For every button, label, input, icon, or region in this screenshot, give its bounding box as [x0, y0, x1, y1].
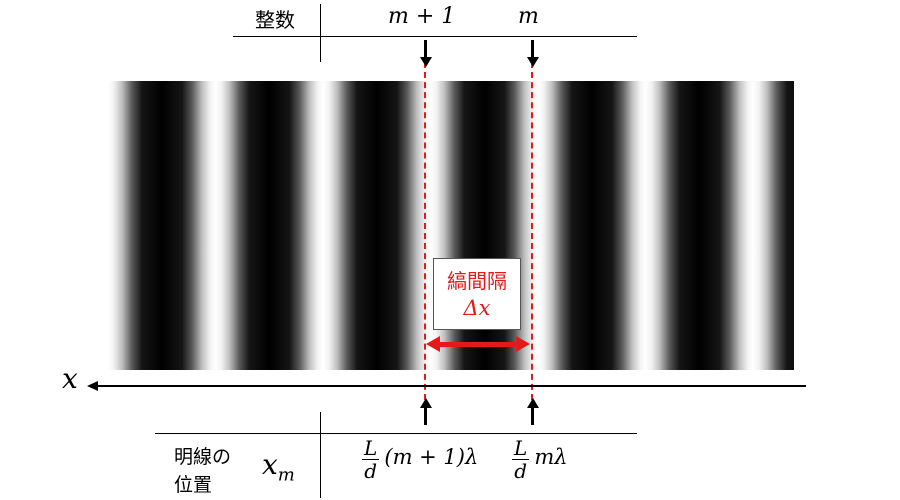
spacing-arrow-left-icon [426, 336, 440, 352]
bottom-table-horizontal-rule [155, 433, 637, 434]
top-table-vertical-rule [320, 4, 321, 62]
up-arrow-m-icon [526, 398, 539, 408]
formula-tail: mλ [534, 445, 568, 469]
fraction-numerator: L [364, 436, 378, 460]
symbol-subscript: m [277, 464, 295, 486]
down-arrow-m-shaft [531, 40, 534, 58]
fringe-spacing-symbol: Δx [463, 296, 491, 320]
spacing-double-arrow-shaft [436, 342, 518, 347]
position-m-plus-1-formula: L d (m + 1)λ [362, 437, 478, 482]
bright-line-m-marker [531, 62, 533, 410]
l-over-d-fraction: L d [362, 436, 380, 483]
x-axis-arrow-icon [87, 381, 98, 391]
x-axis-label: x [62, 362, 78, 395]
bright-line-position-row-label: 明線の 位置 [174, 443, 254, 499]
fraction-denominator: d [362, 459, 380, 483]
order-m-label: m [518, 4, 539, 29]
down-arrow-m-plus-1-icon [419, 57, 432, 67]
order-m-plus-1-label: m + 1 [388, 4, 456, 29]
down-arrow-m-icon [526, 57, 539, 67]
fraction-denominator: d [512, 459, 530, 483]
up-arrow-m-plus-1-icon [419, 398, 432, 408]
top-table-horizontal-rule [233, 36, 637, 37]
up-arrow-m-shaft [531, 407, 534, 425]
spacing-arrow-right-icon [516, 336, 530, 352]
formula-tail: (m + 1)λ [384, 445, 479, 469]
x-axis-line [96, 385, 806, 387]
fraction-numerator: L [514, 436, 528, 460]
row-label-line-1: 明線の [174, 446, 232, 468]
fringe-spacing-box [433, 258, 521, 330]
bright-line-m-plus-1-marker [424, 62, 426, 410]
symbol-base: x [262, 448, 278, 481]
bright-line-position-symbol: xm [262, 448, 295, 486]
up-arrow-m-plus-1-shaft [424, 407, 427, 425]
row-label-line-2: 位置 [174, 474, 213, 496]
position-m-formula: L d mλ [512, 437, 568, 482]
bottom-table-vertical-rule [320, 412, 321, 498]
down-arrow-m-plus-1-shaft [424, 40, 427, 58]
integer-row-label: 整数 [255, 8, 295, 32]
l-over-d-fraction: L d [512, 436, 530, 483]
fringe-spacing-label: 縞間隔 [447, 269, 507, 293]
